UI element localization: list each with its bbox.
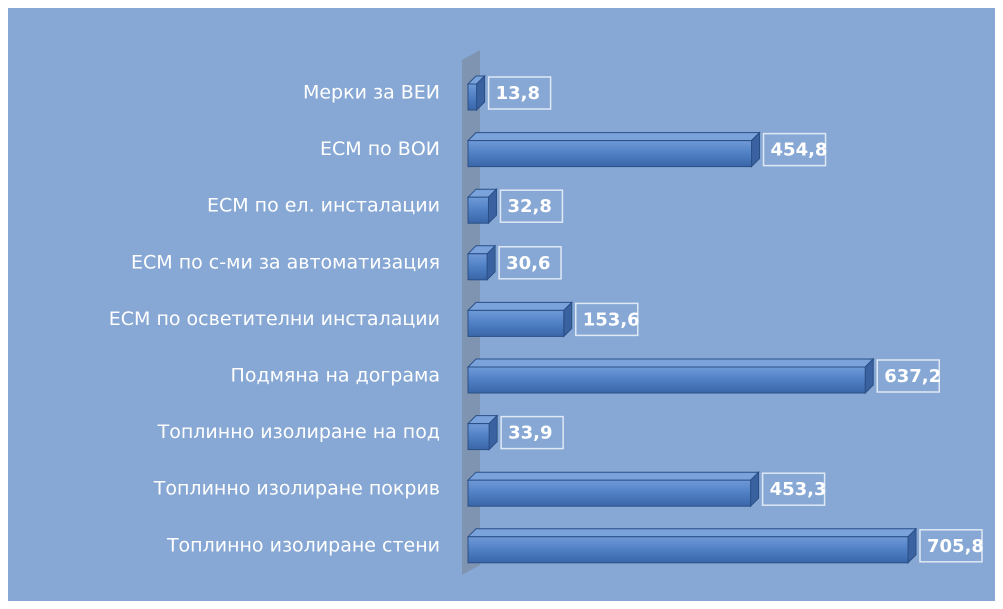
value-label: 454,8: [771, 140, 828, 161]
bar: [467, 196, 489, 224]
value-label: 32,8: [507, 196, 551, 217]
category-label: ЕСМ по с-ми за автоматизация: [131, 251, 440, 273]
bar: [467, 140, 753, 168]
bar: [467, 366, 866, 394]
category-label: Топлинно изолиране стени: [166, 534, 440, 556]
value-label: 637,2: [884, 366, 941, 387]
bar: [467, 309, 565, 337]
bar: [467, 536, 909, 564]
bar-top: [466, 301, 573, 311]
value-label: 33,9: [508, 423, 552, 444]
value-label-box: [919, 529, 983, 563]
category-label: Подмяна на дограма: [231, 365, 440, 387]
category-label: ЕСМ по ел. инсталации: [207, 195, 440, 217]
value-label-box: [575, 302, 639, 337]
bar-top: [466, 358, 875, 368]
bar-top: [466, 528, 918, 538]
bar: [467, 83, 478, 111]
bar: [467, 479, 752, 507]
value-label-box: [762, 132, 827, 167]
category-label: ЕСМ по ВОИ: [320, 138, 440, 160]
bar: [467, 423, 490, 451]
category-label: Мерки за ВЕИ: [303, 82, 440, 104]
value-label: 705,8: [927, 536, 984, 557]
bar: [467, 253, 488, 281]
value-label: 153,6: [583, 309, 640, 330]
category-label: Топлинно изолиране покрив: [153, 478, 440, 500]
value-label: 30,6: [506, 253, 550, 274]
bar-top: [466, 132, 761, 142]
value-label-box: [499, 189, 564, 223]
category-label: Топлинно изолиране на под: [157, 421, 440, 443]
category-label: ЕСМ по осветителни инсталации: [109, 308, 440, 330]
value-label-box: [761, 472, 826, 506]
value-label-box: [487, 76, 552, 110]
value-label: 13,8: [496, 83, 540, 104]
value-label-box: [500, 415, 564, 450]
value-label: 453,3: [770, 479, 827, 500]
value-label-box: [498, 246, 562, 280]
value-label-box: [876, 359, 940, 393]
bar-top: [466, 471, 760, 481]
